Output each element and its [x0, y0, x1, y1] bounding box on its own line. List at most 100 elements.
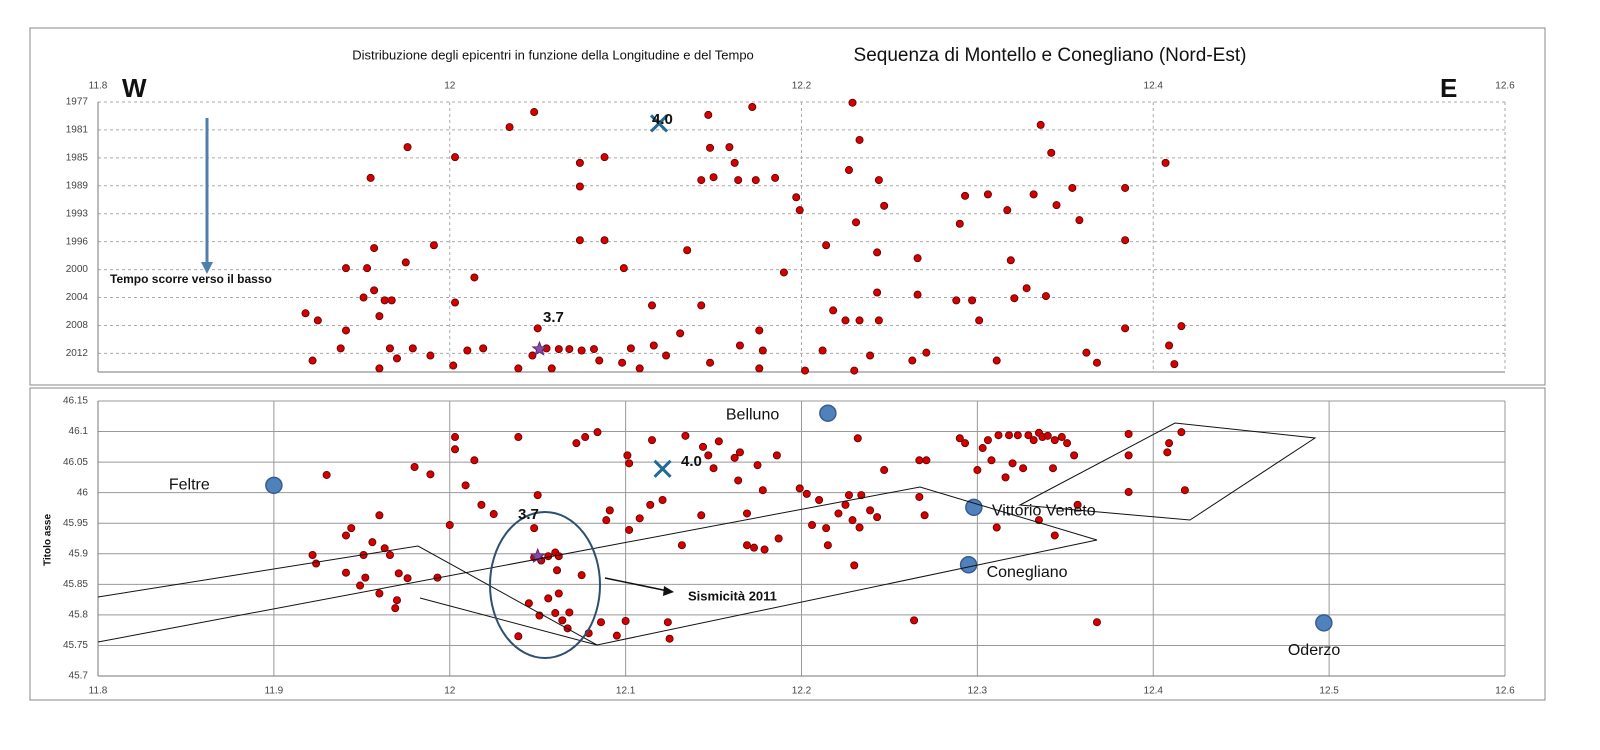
epicenter [621, 617, 630, 626]
epicenter [922, 456, 931, 465]
epicenter [577, 571, 586, 580]
epicenter [547, 364, 556, 373]
y-tick-label: 46.1 [69, 426, 89, 437]
epicenter [755, 326, 764, 335]
y-tick-label: 1989 [66, 180, 89, 191]
epicenter [449, 361, 458, 370]
epicenter [356, 581, 365, 590]
epicenter [341, 326, 350, 335]
epicenter [336, 344, 345, 353]
epicenter [648, 436, 657, 445]
epicenter [626, 344, 635, 353]
epicenter [528, 351, 537, 360]
epicenter [742, 541, 751, 550]
epicenter [750, 543, 759, 552]
y-axis-label: Titolo asse [43, 514, 54, 566]
epicenter [802, 489, 811, 498]
epicenter [699, 442, 708, 451]
epicenter [451, 445, 460, 454]
epicenter [565, 345, 574, 354]
epicenter [385, 551, 394, 560]
epicenter [1047, 148, 1056, 157]
epicenter [1124, 429, 1133, 438]
epicenter [470, 456, 479, 465]
epicenter [602, 516, 611, 525]
epicenter [530, 524, 539, 533]
epicenter [1043, 431, 1052, 440]
epicenter [1063, 439, 1072, 448]
x-tick-label: 11.8 [89, 81, 108, 92]
annotation: Sismicità 2011 [688, 588, 777, 603]
epicenter [873, 248, 882, 257]
epicenter [618, 358, 627, 367]
epicenter [1022, 284, 1031, 293]
epicenter [554, 345, 563, 354]
epicenter [1052, 201, 1061, 210]
epicenter [920, 511, 929, 520]
epicenter [874, 176, 883, 185]
epicenter [910, 616, 919, 625]
y-tick-label: 2000 [66, 264, 89, 275]
epicenter [426, 351, 435, 360]
annotation: W [122, 73, 147, 103]
epicenter [394, 569, 403, 578]
main-shock [653, 459, 672, 478]
epicenter [815, 495, 824, 504]
epicenter [955, 219, 964, 228]
epicenter [363, 264, 372, 273]
epicenter [1019, 464, 1028, 473]
epicenter [850, 561, 859, 570]
epicenter [392, 596, 401, 605]
cluster-ellipse [489, 511, 601, 659]
epicenter [734, 176, 743, 185]
epicenter [1001, 473, 1010, 482]
epicenter [391, 604, 400, 613]
epicenter [514, 433, 523, 442]
epicenter [880, 466, 889, 475]
epicenter [855, 135, 864, 144]
epicenter [385, 344, 394, 353]
epicenter [1092, 618, 1101, 627]
fault-line [1018, 422, 1317, 521]
epicenter [1057, 433, 1066, 442]
top-panel [29, 27, 1546, 386]
epicenter [1029, 190, 1038, 199]
epicenter [625, 459, 634, 468]
epicenter [844, 491, 853, 500]
epicenter [341, 531, 350, 540]
epicenter [301, 309, 310, 318]
epicenter [341, 264, 350, 273]
epicenter [635, 364, 644, 373]
epicenter [968, 296, 977, 305]
epicenter [575, 236, 584, 245]
epicenter [866, 351, 875, 360]
epicenter [873, 288, 882, 297]
epicenter [380, 296, 389, 305]
epicenter [841, 500, 850, 509]
epicenter [308, 551, 317, 560]
epicenter [600, 153, 609, 162]
epicenter [530, 108, 539, 117]
town [1315, 614, 1333, 632]
epicenter [312, 559, 321, 568]
epicenter [915, 456, 924, 465]
epicenter [551, 609, 560, 618]
epicenter [375, 511, 384, 520]
epicenter [1177, 322, 1186, 331]
town-label: Conegliano [987, 564, 1068, 581]
epicenter [725, 143, 734, 152]
epicenter [706, 143, 715, 152]
epicenter [554, 589, 563, 598]
y-tick-label: 1985 [66, 153, 89, 164]
epicenter [823, 541, 832, 550]
annotation: E [1440, 73, 1457, 103]
epicenter [1161, 158, 1170, 167]
epicenter [410, 462, 419, 471]
epicenter [514, 364, 523, 373]
epicenter [1029, 436, 1038, 445]
epicenter [600, 236, 609, 245]
epicenter [558, 616, 567, 625]
epicenter [730, 453, 739, 462]
epicenter [834, 509, 843, 518]
